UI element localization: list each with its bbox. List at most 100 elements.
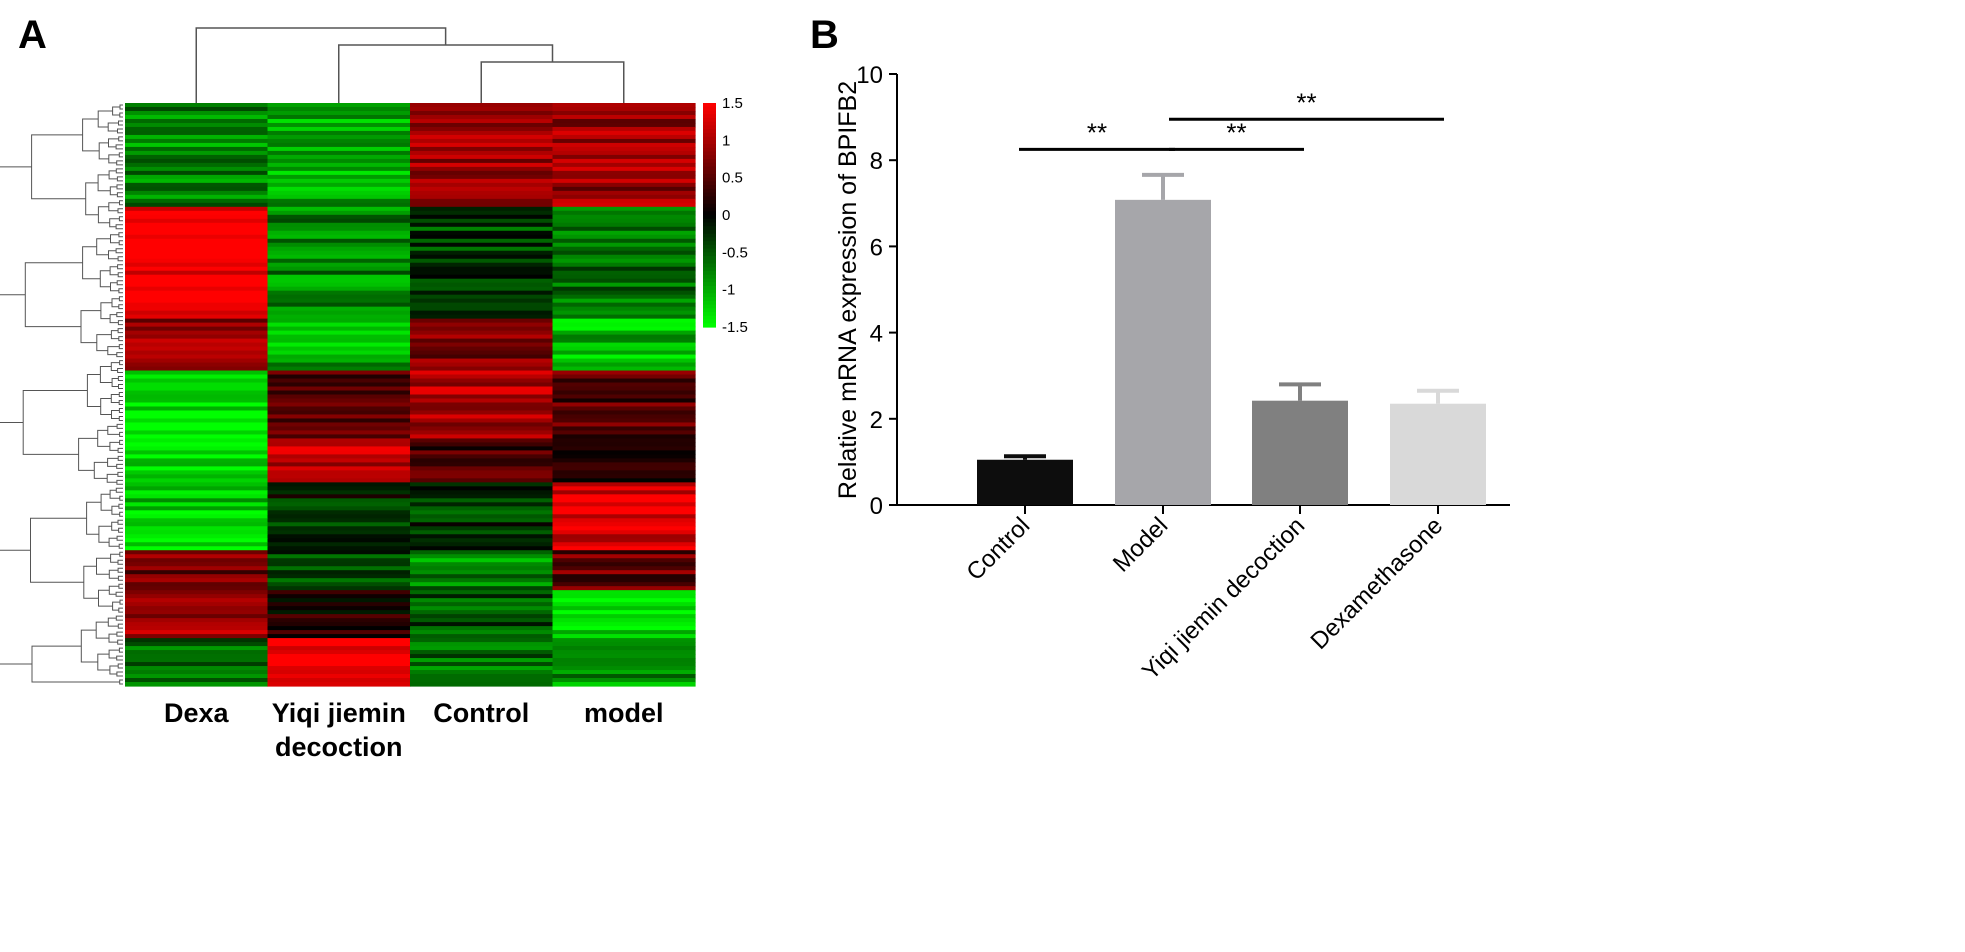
dendrogram-link	[117, 559, 123, 565]
heatmap-cell	[125, 414, 269, 420]
heatmap-cell	[267, 354, 411, 360]
dendrogram-link	[98, 589, 113, 607]
heatmap-cell	[125, 282, 269, 288]
heatmap-cell	[125, 378, 269, 384]
heatmap-cell	[410, 362, 554, 368]
heatmap-cell	[267, 178, 411, 184]
dendrogram-link	[118, 120, 123, 126]
heatmap-cell	[552, 206, 696, 212]
heatmap-cell	[267, 286, 411, 292]
heatmap-cell	[410, 634, 554, 639]
heatmap-cell	[410, 286, 554, 292]
dendrogram-link	[116, 655, 123, 661]
heatmap-cell	[125, 130, 269, 136]
heatmap-cell	[410, 594, 554, 599]
heatmap-cell	[267, 106, 411, 112]
heatmap-cell	[410, 678, 554, 683]
colorbar-segment	[703, 256, 716, 261]
dendrogram-link	[110, 362, 120, 371]
heatmap-cell	[267, 150, 411, 156]
heatmap-cell	[552, 550, 696, 555]
heatmap-cell	[125, 230, 269, 236]
heatmap-cell	[267, 450, 411, 455]
heatmap-cell	[552, 158, 696, 164]
heatmap-cell	[267, 610, 411, 615]
dendrogram-link	[117, 567, 123, 573]
heatmap-cell	[552, 666, 696, 671]
y-axis-label: Relative mRNA expression of BPIFB2	[834, 81, 862, 499]
heatmap-cell	[267, 662, 411, 667]
heatmap-cell	[125, 238, 269, 244]
heatmap-cell	[267, 682, 411, 687]
dendrogram-link	[107, 346, 120, 356]
heatmap-cell	[410, 118, 554, 124]
heatmap-cell	[125, 638, 269, 643]
colorbar-segment	[703, 207, 716, 212]
colorbar-segment	[703, 181, 716, 186]
heatmap-cell	[125, 370, 269, 376]
dendrogram-link	[111, 298, 120, 308]
dendrogram-link	[96, 334, 112, 352]
heatmap-cell	[125, 206, 269, 212]
heatmap-cell	[552, 334, 696, 340]
heatmap-cell	[125, 350, 269, 356]
heatmap-cell	[125, 214, 269, 220]
heatmap-cell	[125, 398, 269, 404]
heatmap-cell	[267, 554, 411, 559]
heatmap-cell	[552, 642, 696, 647]
heatmap-cell	[267, 522, 411, 527]
heatmap-cell	[267, 442, 411, 448]
heatmap-cell	[125, 202, 269, 208]
heatmap-cell	[267, 606, 411, 611]
heatmap-cell	[125, 290, 269, 296]
dendrogram-link	[85, 182, 99, 216]
heatmap-cell	[125, 462, 269, 467]
colorbar-segment	[703, 170, 716, 175]
heatmap-cell	[267, 214, 411, 220]
dendrogram-link	[22, 390, 88, 455]
heatmap-cell	[552, 602, 696, 607]
dendrogram-link	[97, 110, 113, 128]
heatmap-cell	[552, 450, 696, 455]
heatmap-cell	[267, 118, 411, 124]
heatmap-cell	[552, 294, 696, 300]
dendrogram-link	[115, 615, 123, 621]
heatmap-cell	[125, 186, 269, 192]
heatmap-cell	[125, 114, 269, 120]
dendrogram-link	[99, 366, 113, 383]
panel-b-label: B	[810, 13, 839, 57]
heatmap-cell	[267, 222, 411, 228]
heatmap-cell	[125, 518, 269, 523]
heatmap-cell	[267, 430, 411, 436]
heatmap-cell	[125, 438, 269, 444]
dendrogram-link	[109, 266, 119, 276]
heatmap-cell	[552, 514, 696, 519]
heatmap-cell	[552, 130, 696, 136]
heatmap-cell	[267, 378, 411, 384]
heatmap-cell	[552, 394, 696, 400]
heatmap-cell	[410, 266, 554, 272]
dendrogram-link	[480, 61, 625, 103]
dendrogram-link	[115, 144, 123, 150]
heatmap-cell	[410, 638, 554, 643]
dendrogram-link	[118, 400, 123, 405]
heatmap-cell	[552, 406, 696, 412]
colorbar-segment	[703, 140, 716, 145]
heatmap-panel: Dexa Yiqi jiemin decoction Control model 1.5…	[0, 27, 748, 762]
heatmap-cell	[552, 238, 696, 244]
heatmap-cell	[552, 658, 696, 663]
colorbar-tick-label: -1	[722, 282, 735, 299]
heatmap-cell	[552, 378, 696, 384]
heatmap-cell	[410, 386, 554, 392]
heatmap-cell	[552, 370, 696, 376]
heatmap-cell	[125, 170, 269, 176]
heatmap-cell	[267, 202, 411, 208]
heatmap-cell	[410, 138, 554, 144]
dendrogram-link	[118, 296, 123, 302]
dendrogram-link	[118, 392, 123, 397]
dendrogram-link	[97, 206, 110, 224]
heatmap-cell	[125, 162, 269, 168]
heatmap-cell	[125, 646, 269, 651]
dendrogram-link	[116, 312, 123, 318]
heatmap-cell	[267, 510, 411, 515]
